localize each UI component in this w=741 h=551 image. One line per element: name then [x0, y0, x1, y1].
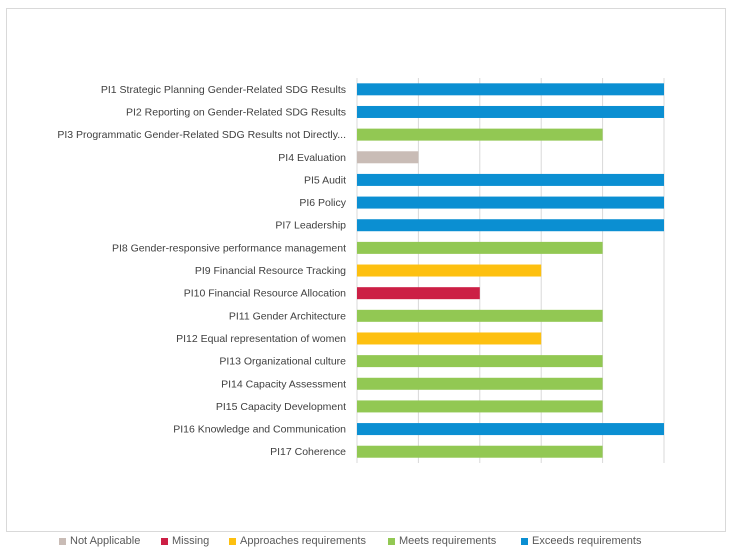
- bar: [357, 332, 542, 345]
- category-label: PI8 Gender-responsive performance manage…: [112, 242, 346, 254]
- category-label: PI7 Leadership: [275, 220, 346, 232]
- bar: [357, 355, 603, 368]
- legend-label-exceeds: Exceeds requirements: [532, 535, 642, 547]
- legend-swatch-exceeds: [521, 537, 528, 545]
- bar: [357, 219, 664, 232]
- category-label: PI10 Financial Resource Allocation: [184, 288, 346, 300]
- category-label: PI16 Knowledge and Communication: [173, 424, 346, 436]
- legend-label-not-applicable: Not Applicable: [70, 535, 141, 547]
- legend-item-not-applicable: Not Applicable: [59, 535, 140, 547]
- category-label: PI15 Capacity Development: [216, 401, 346, 413]
- category-label: PI11 Gender Architecture: [229, 310, 346, 322]
- bar: [357, 445, 603, 458]
- bar: [357, 287, 480, 300]
- legend-item-meets: Meets requirements: [388, 535, 496, 547]
- legend-swatch-missing: [161, 537, 168, 545]
- legend-item-missing: Missing: [161, 535, 209, 547]
- category-label: PI5 Audit: [304, 174, 346, 186]
- legend-label-missing: Missing: [172, 535, 210, 547]
- category-label: PI4 Evaluation: [278, 152, 346, 164]
- bar: [357, 264, 542, 277]
- legend-swatch-not-applicable: [59, 537, 66, 545]
- chart-legend: Not Applicable Missing Approaches requir…: [0, 534, 741, 550]
- category-label: PI6 Policy: [299, 197, 346, 209]
- bar: [357, 423, 664, 436]
- bar: [357, 83, 664, 96]
- legend-swatch-meets: [388, 537, 395, 545]
- category-label: PI1 Strategic Planning Gender-Related SD…: [101, 84, 346, 96]
- bar: [357, 173, 664, 186]
- category-label: PI3 Programmatic Gender-Related SDG Resu…: [57, 129, 346, 141]
- bar: [357, 196, 664, 209]
- bar: [357, 105, 664, 118]
- category-label: PI17 Coherence: [270, 446, 346, 458]
- bar: [357, 151, 419, 164]
- bar: [357, 377, 603, 390]
- category-label: PI13 Organizational culture: [219, 356, 346, 368]
- category-label: PI9 Financial Resource Tracking: [195, 265, 346, 277]
- legend-label-approaches: Approaches requirements: [240, 535, 366, 547]
- legend-item-approaches: Approaches requirements: [229, 535, 366, 547]
- bar: [357, 241, 603, 254]
- legend-item-exceeds: Exceeds requirements: [521, 535, 641, 547]
- legend-label-meets: Meets requirements: [399, 535, 497, 547]
- category-label: PI12 Equal representation of women: [176, 333, 346, 345]
- bar: [357, 128, 603, 141]
- bar: [357, 400, 603, 413]
- category-label: PI2 Reporting on Gender-Related SDG Resu…: [126, 106, 346, 118]
- category-label: PI14 Capacity Assessment: [221, 378, 346, 390]
- legend-swatch-approaches: [229, 537, 236, 545]
- bar-chart: PI1 Strategic Planning Gender-Related SD…: [57, 78, 665, 464]
- bar: [357, 309, 603, 322]
